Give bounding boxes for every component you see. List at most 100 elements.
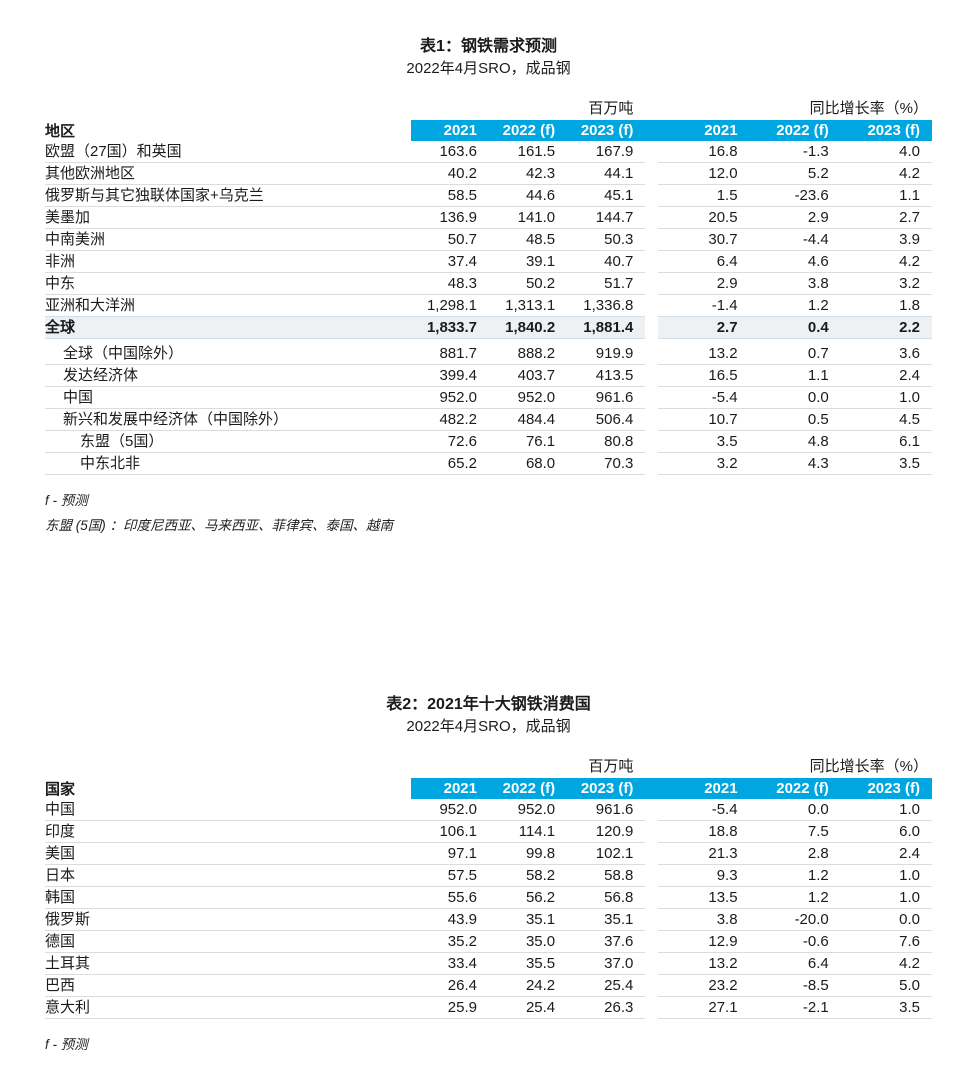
value-cell: 1.1 xyxy=(749,364,841,387)
table2-subtitle: 2022年4月SRO，成品钢 xyxy=(406,718,571,735)
value-cell: -8.5 xyxy=(749,974,841,997)
value-cell: 55.6 xyxy=(410,886,489,909)
table-row: 中东北非 65.2 68.0 70.3 3.2 4.3 3.5 xyxy=(45,452,932,475)
value-cell: 163.6 xyxy=(410,141,489,163)
value-cell: 888.2 xyxy=(488,343,568,365)
column-group-gap xyxy=(645,229,658,251)
value-cell: 1,833.7 xyxy=(410,316,489,339)
value-cell: 0.0 xyxy=(749,799,841,821)
column-group-gap xyxy=(645,163,658,185)
value-cell: -0.6 xyxy=(749,930,841,953)
column-group-gap xyxy=(645,865,658,887)
value-cell: 0.0 xyxy=(840,908,932,931)
table-row: 中东 48.3 50.2 51.7 2.9 3.8 3.2 xyxy=(45,272,932,295)
value-cell: 1.0 xyxy=(840,864,932,887)
footnote-asean-definition: 东盟 (5国) ：印度尼西亚、马来西亚、菲律宾、泰国、越南 xyxy=(45,518,393,533)
table-row: 新兴和发展中经济体（中国除外） 482.2 484.4 506.4 10.7 0.5 4.5 xyxy=(45,408,932,431)
row-label: 非洲 xyxy=(45,250,411,273)
value-cell: 48.5 xyxy=(488,228,568,251)
value-cell: 39.1 xyxy=(488,250,568,273)
spacer-cell xyxy=(645,338,659,343)
table-row: 东盟（5国） 72.6 76.1 80.8 3.5 4.8 6.1 xyxy=(45,430,932,453)
value-cell: 161.5 xyxy=(488,141,568,163)
year-header-row: 国家 2021 2022 (f) 2023 (f) 2021 2022 (f) … xyxy=(45,778,932,799)
table1-subtitle: 2022年4月SRO，成品钢 xyxy=(406,60,571,77)
value-cell: 48.3 xyxy=(410,272,489,295)
table-row: 意大利 25.9 25.4 26.3 27.1 -2.1 3.5 xyxy=(45,996,932,1019)
value-cell: 42.3 xyxy=(488,162,568,185)
footnote-forecast: f - 预测 xyxy=(45,493,88,508)
spacer-cell xyxy=(658,338,750,343)
value-cell: -1.3 xyxy=(749,141,841,163)
value-cell: 26.4 xyxy=(410,974,489,997)
column-group-gap xyxy=(645,931,658,953)
row-label: 欧盟（27国）和英国 xyxy=(45,141,411,163)
value-cell: 0.5 xyxy=(749,408,841,431)
table2-footnotes: f - 预测 xyxy=(45,1032,932,1057)
value-cell: 6.4 xyxy=(749,952,841,975)
table-row: 亚洲和大洋洲 1,298.1 1,313.1 1,336.8 -1.4 1.2 1.8 xyxy=(45,294,932,317)
value-cell: 4.2 xyxy=(840,162,932,185)
year-header-2021-mt: 2021 xyxy=(410,120,489,141)
value-cell: 37.4 xyxy=(410,250,489,273)
value-cell: 4.2 xyxy=(840,250,932,273)
country-column-header: 国家 xyxy=(45,778,411,799)
column-group-header-row: 百万吨 同比增长率（%） xyxy=(45,755,932,778)
value-cell: 56.2 xyxy=(488,886,568,909)
region-column-header: 地区 xyxy=(45,120,411,141)
value-cell: 0.0 xyxy=(749,386,841,409)
row-label: 其他欧洲地区 xyxy=(45,162,411,185)
year-header-2021-pct: 2021 xyxy=(658,120,750,141)
value-cell: 57.5 xyxy=(410,864,489,887)
table-row: 其他欧洲地区 40.2 42.3 44.1 12.0 5.2 4.2 xyxy=(45,162,932,185)
row-label: 德国 xyxy=(45,930,411,953)
group-gap xyxy=(645,97,658,120)
value-cell: 961.6 xyxy=(567,799,646,821)
year-header-2022f-mt: 2022 (f) xyxy=(488,120,568,141)
value-cell: 13.2 xyxy=(658,343,750,365)
spacer-row xyxy=(45,338,932,343)
value-cell: 58.8 xyxy=(567,864,646,887)
column-group-gap xyxy=(645,409,658,431)
value-cell: 50.7 xyxy=(410,228,489,251)
table1-title: 表1：钢铁需求预测 xyxy=(420,38,557,55)
value-cell: 35.5 xyxy=(488,952,568,975)
value-cell: -23.6 xyxy=(749,184,841,207)
column-group-gap xyxy=(645,909,658,931)
column-group-gap xyxy=(645,887,658,909)
year-header-2021-pct: 2021 xyxy=(658,778,750,799)
value-cell: 20.5 xyxy=(658,206,750,229)
row-label: 意大利 xyxy=(45,996,411,1019)
table-row: 全球 1,833.7 1,840.2 1,881.4 2.7 0.4 2.2 xyxy=(45,316,932,339)
value-cell: 2.9 xyxy=(749,206,841,229)
growth-rate-group-header: 同比增长率（%） xyxy=(809,758,928,775)
value-cell: 1.5 xyxy=(658,184,750,207)
value-cell: 106.1 xyxy=(410,820,489,843)
row-label: 日本 xyxy=(45,864,411,887)
row-label: 中国 xyxy=(45,386,411,409)
value-cell: 413.5 xyxy=(567,364,646,387)
spacer-cell xyxy=(840,338,932,343)
value-cell: 4.6 xyxy=(749,250,841,273)
group-header-spacer xyxy=(45,97,411,120)
table2-title: 表2：2021年十大钢铁消费国 xyxy=(386,696,591,713)
footnote-forecast: f - 预测 xyxy=(45,1037,88,1052)
top-consumers-table: 百万吨 同比增长率（%） 国家 2021 2022 (f) 2023 (f) 2… xyxy=(45,755,932,1019)
value-cell: 40.2 xyxy=(410,162,489,185)
row-label: 中东北非 xyxy=(45,452,411,475)
value-cell: 4.3 xyxy=(749,452,841,475)
table-row: 发达经济体 399.4 403.7 413.5 16.5 1.1 2.4 xyxy=(45,364,932,387)
row-label: 美国 xyxy=(45,842,411,865)
value-cell: 1,313.1 xyxy=(488,294,568,317)
value-cell: 13.2 xyxy=(658,952,750,975)
table-row: 德国 35.2 35.0 37.6 12.9 -0.6 7.6 xyxy=(45,930,932,953)
value-cell: 24.2 xyxy=(488,974,568,997)
value-cell: 3.8 xyxy=(658,908,750,931)
value-cell: 7.6 xyxy=(840,930,932,953)
value-cell: 3.2 xyxy=(658,452,750,475)
spacer-cell xyxy=(749,338,841,343)
value-cell: -1.4 xyxy=(658,294,750,317)
value-cell: 26.3 xyxy=(567,996,646,1019)
row-label: 中国 xyxy=(45,799,411,821)
column-group-gap xyxy=(645,185,658,207)
